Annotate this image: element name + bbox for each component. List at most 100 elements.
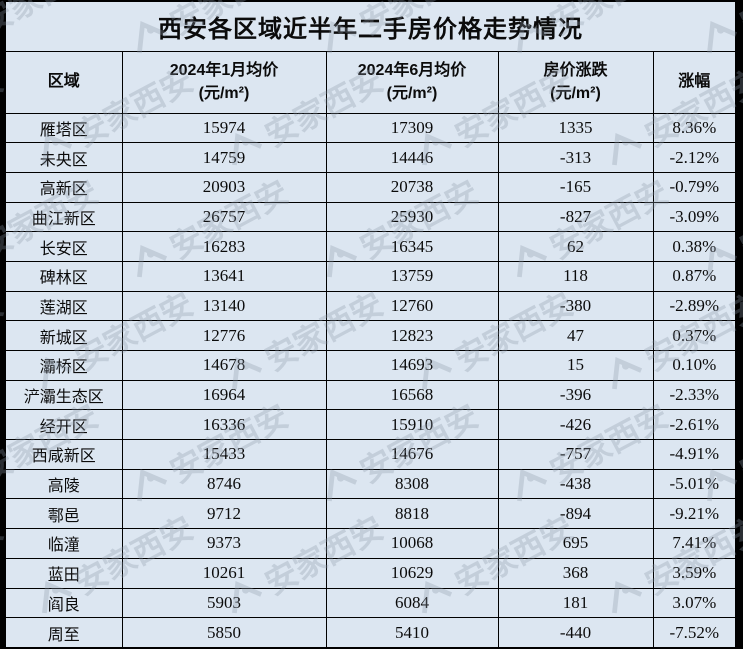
value-cell: 13140 <box>121 290 327 322</box>
district-cell: 长安区 <box>4 231 123 262</box>
value-cell: -313 <box>497 142 654 173</box>
value-cell: -165 <box>497 171 654 203</box>
value-cell: 181 <box>497 587 654 619</box>
value-cell: 14446 <box>325 142 499 173</box>
value-cell: 25930 <box>325 201 499 233</box>
value-cell: 16283 <box>121 231 327 262</box>
value-cell: 695 <box>497 528 654 559</box>
value-cell: 15910 <box>325 409 499 441</box>
value-cell: 13641 <box>121 260 327 292</box>
value-cell: 9712 <box>121 498 327 530</box>
value-cell: 118 <box>497 260 654 292</box>
value-cell: 20903 <box>121 171 327 203</box>
table-row: 鄠邑 9712 8818 -894 -9.21% <box>4 498 737 530</box>
value-cell: -0.79% <box>652 171 737 203</box>
district-cell: 周至 <box>4 617 123 649</box>
value-cell: -426 <box>497 409 654 441</box>
value-cell: 14678 <box>121 350 327 381</box>
value-cell: 16568 <box>325 379 499 411</box>
column-header-unit: (元/m²) <box>198 85 250 102</box>
district-cell: 鄠邑 <box>4 498 123 530</box>
column-header-unit: (元/m²) <box>550 85 601 102</box>
table-row: 高陵 8746 8308 -438 -5.01% <box>4 468 737 500</box>
value-cell: -5.01% <box>652 468 737 500</box>
value-cell: 12760 <box>325 290 499 322</box>
column-header-2: 2024年6月均价 (元/m²) <box>325 50 499 114</box>
value-cell: 14676 <box>325 439 499 470</box>
table-row: 蓝田 10261 10629 368 3.59% <box>4 557 737 589</box>
value-cell: 8308 <box>325 468 499 500</box>
table-row: 莲湖区 13140 12760 -380 -2.89% <box>4 290 737 322</box>
column-header-line1: 涨幅 <box>678 73 711 91</box>
district-cell: 新城区 <box>4 320 123 351</box>
value-cell: 5903 <box>121 587 327 619</box>
value-cell: -9.21% <box>652 498 737 530</box>
table-row: 曲江新区 26757 25930 -827 -3.09% <box>4 201 737 233</box>
table-row: 新城区 12776 12823 47 0.37% <box>4 320 737 351</box>
value-cell: -7.52% <box>652 617 737 649</box>
value-cell: 10629 <box>325 557 499 589</box>
district-cell: 浐灞生态区 <box>4 379 123 411</box>
value-cell: 3.59% <box>652 557 737 589</box>
column-header-3: 房价涨跌 (元/m²) <box>497 50 654 114</box>
table-row: 浐灞生态区 16964 16568 -396 -2.33% <box>4 379 737 411</box>
value-cell: 13759 <box>325 260 499 292</box>
column-header-0: 区域 <box>4 50 123 114</box>
value-cell: -757 <box>497 439 654 470</box>
value-cell: -438 <box>497 468 654 500</box>
table-row: 经开区 16336 15910 -426 -2.61% <box>4 409 737 441</box>
table-row: 临潼 9373 10068 695 7.41% <box>4 528 737 559</box>
table-row: 长安区 16283 16345 62 0.38% <box>4 231 737 262</box>
column-header-unit: (元/m²) <box>386 85 438 102</box>
table-row: 周至 5850 5410 -440 -7.52% <box>4 617 737 649</box>
district-cell: 蓝田 <box>4 557 123 589</box>
value-cell: -4.91% <box>652 439 737 470</box>
district-cell: 雁塔区 <box>4 112 123 144</box>
district-cell: 高陵 <box>4 468 123 500</box>
value-cell: 15433 <box>121 439 327 470</box>
value-cell: -2.61% <box>652 409 737 441</box>
district-cell: 西咸新区 <box>4 439 123 470</box>
value-cell: 6084 <box>325 587 499 619</box>
value-cell: 12823 <box>325 320 499 351</box>
value-cell: 16336 <box>121 409 327 441</box>
value-cell: 47 <box>497 320 654 351</box>
value-cell: 0.38% <box>652 231 737 262</box>
value-cell: 62 <box>497 231 654 262</box>
table-row: 高新区 20903 20738 -165 -0.79% <box>4 171 737 203</box>
value-cell: 14759 <box>121 142 327 173</box>
value-cell: 0.87% <box>652 260 737 292</box>
table-body: 雁塔区 15974 17309 1335 8.36% 未央区 14759 14446 -313-… <box>4 112 737 649</box>
value-cell: 26757 <box>121 201 327 233</box>
value-cell: 0.10% <box>652 350 737 381</box>
value-cell: 16964 <box>121 379 327 411</box>
district-cell: 未央区 <box>4 142 123 173</box>
column-header-line1: 房价涨跌 <box>543 61 608 79</box>
table-row: 灞桥区 14678 14693 15 0.10% <box>4 350 737 381</box>
district-cell: 曲江新区 <box>4 201 123 233</box>
value-cell: 10068 <box>325 528 499 559</box>
district-cell: 灞桥区 <box>4 350 123 381</box>
value-cell: -3.09% <box>652 201 737 233</box>
value-cell: 14693 <box>325 350 499 381</box>
header-row: 区域 2024年1月均价 (元/m²) 2024年6月均价 (元/m²) 房价涨跌 (元/m… <box>4 50 737 114</box>
value-cell: 368 <box>497 557 654 589</box>
price-table-container: 西安各区域近半年二手房价格走势情况 区域 2024年1月均价 (元/m²) 2024年… <box>4 0 738 649</box>
table-row: 阎良 5903 6084 181 3.07% <box>4 587 737 619</box>
table-row: 雁塔区 15974 17309 1335 8.36% <box>4 112 737 144</box>
district-cell: 高新区 <box>4 171 123 203</box>
value-cell: 7.41% <box>652 528 737 559</box>
value-cell: -2.89% <box>652 290 737 322</box>
value-cell: 5410 <box>325 617 499 649</box>
value-cell: 8746 <box>121 468 327 500</box>
value-cell: 12776 <box>121 320 327 351</box>
table-row: 碑林区 13641 13759 118 0.87% <box>4 260 737 292</box>
value-cell: 16345 <box>325 231 499 262</box>
column-header-4: 涨幅 <box>652 50 737 114</box>
value-cell: 8.36% <box>652 112 737 144</box>
page-title: 西安各区域近半年二手房价格走势情况 <box>4 0 737 52</box>
value-cell: 15 <box>497 350 654 381</box>
column-header-line1: 区域 <box>47 73 80 91</box>
district-cell: 莲湖区 <box>4 290 123 322</box>
district-cell: 碑林区 <box>4 260 123 292</box>
